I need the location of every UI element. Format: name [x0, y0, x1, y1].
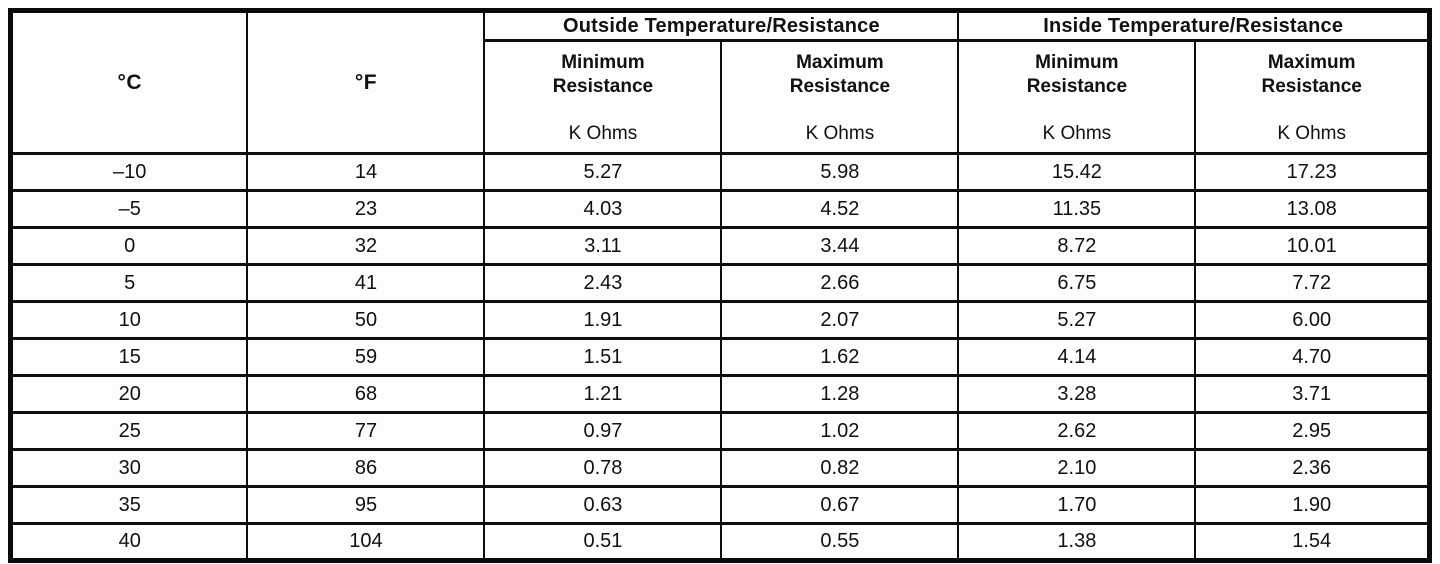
- cell-inside-min-resistance: 1.38: [957, 522, 1197, 562]
- cell-inside-max-resistance: 3.71: [1194, 374, 1431, 414]
- table-row: 25 77 0.97 1.02 2.62 2.95: [9, 411, 1431, 451]
- subheader-unit: K Ohms: [1277, 123, 1346, 144]
- cell-outside-min-resistance: 2.43: [483, 263, 723, 303]
- subheader-title: Maximum Resistance: [1261, 52, 1362, 97]
- cell-celsius: 40: [9, 522, 249, 562]
- cell-inside-min-resistance: 1.70: [957, 485, 1197, 525]
- cell-fahrenheit: 86: [246, 448, 486, 488]
- header-fahrenheit: °F: [246, 9, 486, 155]
- cell-inside-max-resistance: 1.90: [1194, 485, 1431, 525]
- table-row: 0 32 3.11 3.44 8.72 10.01: [9, 226, 1431, 266]
- cell-outside-min-resistance: 0.51: [483, 522, 723, 562]
- table-row: 35 95 0.63 0.67 1.70 1.90: [9, 485, 1431, 525]
- cell-outside-min-resistance: 0.63: [483, 485, 723, 525]
- cell-fahrenheit: 77: [246, 411, 486, 451]
- cell-celsius: –5: [9, 189, 249, 229]
- subheader-title: Minimum Resistance: [552, 52, 654, 97]
- cell-inside-max-resistance: 2.95: [1194, 411, 1431, 451]
- cell-inside-max-resistance: 1.54: [1194, 522, 1431, 562]
- cell-inside-min-resistance: 15.42: [957, 152, 1197, 192]
- cell-outside-min-resistance: 0.78: [483, 448, 723, 488]
- cell-outside-max-resistance: 5.98: [720, 152, 960, 192]
- cell-outside-min-resistance: 5.27: [483, 152, 723, 192]
- cell-outside-max-resistance: 1.28: [720, 374, 960, 414]
- cell-outside-max-resistance: 4.52: [720, 189, 960, 229]
- cell-celsius: 10: [9, 300, 249, 340]
- cell-celsius: –10: [9, 152, 249, 192]
- cell-outside-max-resistance: 0.55: [720, 522, 960, 562]
- cell-celsius: 35: [9, 485, 249, 525]
- cell-fahrenheit: 32: [246, 226, 486, 266]
- cell-celsius: 15: [9, 337, 249, 377]
- cell-outside-max-resistance: 3.44: [720, 226, 960, 266]
- cell-fahrenheit: 14: [246, 152, 486, 192]
- cell-outside-max-resistance: 1.62: [720, 337, 960, 377]
- table-row: 30 86 0.78 0.82 2.10 2.36: [9, 448, 1431, 488]
- cell-celsius: 25: [9, 411, 249, 451]
- header-group-outside: Outside Temperature/Resistance: [483, 9, 960, 42]
- cell-outside-max-resistance: 1.02: [720, 411, 960, 451]
- cell-outside-max-resistance: 0.82: [720, 448, 960, 488]
- cell-fahrenheit: 41: [246, 263, 486, 303]
- cell-inside-max-resistance: 4.70: [1194, 337, 1431, 377]
- cell-outside-min-resistance: 1.21: [483, 374, 723, 414]
- cell-fahrenheit: 59: [246, 337, 486, 377]
- temperature-resistance-table: °C °F Outside Temperature/Resistance Ins…: [8, 8, 1432, 563]
- cell-inside-max-resistance: 2.36: [1194, 448, 1431, 488]
- cell-celsius: 0: [9, 226, 249, 266]
- cell-outside-min-resistance: 1.91: [483, 300, 723, 340]
- cell-inside-min-resistance: 2.62: [957, 411, 1197, 451]
- cell-outside-min-resistance: 3.11: [483, 226, 723, 266]
- subheader-title: Minimum Resistance: [1026, 52, 1128, 97]
- cell-fahrenheit: 95: [246, 485, 486, 525]
- table-body: –10 14 5.27 5.98 15.42 17.23 –5 23 4.03 …: [9, 152, 1431, 562]
- cell-inside-max-resistance: 10.01: [1194, 226, 1431, 266]
- subheader-unit: K Ohms: [805, 123, 875, 144]
- cell-inside-max-resistance: 6.00: [1194, 300, 1431, 340]
- subheader-title: Maximum Resistance: [789, 52, 891, 97]
- header-group-inside: Inside Temperature/Resistance: [957, 9, 1431, 42]
- table-row: –5 23 4.03 4.52 11.35 13.08: [9, 189, 1431, 229]
- cell-celsius: 20: [9, 374, 249, 414]
- header-inside-max-resistance: Maximum Resistance K Ohms: [1194, 39, 1431, 155]
- cell-fahrenheit: 23: [246, 189, 486, 229]
- cell-inside-min-resistance: 2.10: [957, 448, 1197, 488]
- table-row: 40 104 0.51 0.55 1.38 1.54: [9, 522, 1431, 562]
- cell-fahrenheit: 50: [246, 300, 486, 340]
- cell-fahrenheit: 68: [246, 374, 486, 414]
- cell-inside-min-resistance: 5.27: [957, 300, 1197, 340]
- cell-inside-max-resistance: 7.72: [1194, 263, 1431, 303]
- cell-inside-max-resistance: 13.08: [1194, 189, 1431, 229]
- cell-inside-min-resistance: 3.28: [957, 374, 1197, 414]
- table-row: 20 68 1.21 1.28 3.28 3.71: [9, 374, 1431, 414]
- cell-inside-min-resistance: 6.75: [957, 263, 1197, 303]
- header-outside-min-resistance: Minimum Resistance K Ohms: [483, 39, 723, 155]
- cell-inside-min-resistance: 8.72: [957, 226, 1197, 266]
- cell-outside-min-resistance: 1.51: [483, 337, 723, 377]
- cell-inside-max-resistance: 17.23: [1194, 152, 1431, 192]
- cell-fahrenheit: 104: [246, 522, 486, 562]
- table-row: –10 14 5.27 5.98 15.42 17.23: [9, 152, 1431, 192]
- header-outside-max-resistance: Maximum Resistance K Ohms: [720, 39, 960, 155]
- cell-outside-max-resistance: 2.66: [720, 263, 960, 303]
- header-celsius: °C: [9, 9, 249, 155]
- cell-outside-max-resistance: 2.07: [720, 300, 960, 340]
- cell-inside-min-resistance: 11.35: [957, 189, 1197, 229]
- table-row: 15 59 1.51 1.62 4.14 4.70: [9, 337, 1431, 377]
- subheader-unit: K Ohms: [1042, 123, 1112, 144]
- cell-outside-min-resistance: 4.03: [483, 189, 723, 229]
- cell-outside-min-resistance: 0.97: [483, 411, 723, 451]
- header-inside-min-resistance: Minimum Resistance K Ohms: [957, 39, 1197, 155]
- cell-inside-min-resistance: 4.14: [957, 337, 1197, 377]
- table-row: 5 41 2.43 2.66 6.75 7.72: [9, 263, 1431, 303]
- cell-celsius: 5: [9, 263, 249, 303]
- table-row: 10 50 1.91 2.07 5.27 6.00: [9, 300, 1431, 340]
- cell-outside-max-resistance: 0.67: [720, 485, 960, 525]
- table-header: °C °F Outside Temperature/Resistance Ins…: [9, 9, 1431, 155]
- cell-celsius: 30: [9, 448, 249, 488]
- subheader-unit: K Ohms: [568, 123, 638, 144]
